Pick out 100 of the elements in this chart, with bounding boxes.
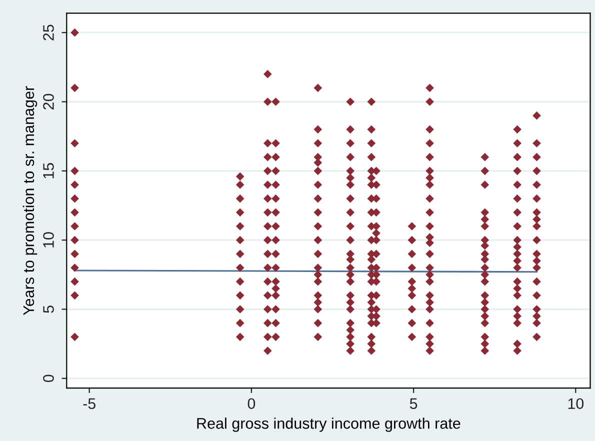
point — [513, 256, 522, 265]
point — [513, 291, 522, 300]
point — [346, 222, 354, 230]
point — [480, 312, 490, 320]
point — [532, 215, 541, 224]
point — [532, 111, 541, 120]
point — [532, 332, 541, 342]
point — [426, 346, 434, 355]
point — [314, 236, 322, 244]
point — [408, 284, 416, 293]
point — [532, 250, 541, 258]
point — [408, 222, 416, 230]
point — [426, 332, 434, 342]
point — [314, 298, 322, 306]
point — [272, 332, 280, 342]
point — [480, 277, 490, 286]
point — [532, 139, 541, 148]
x-tick-label: -5 — [83, 398, 96, 410]
point — [346, 139, 354, 148]
point — [513, 125, 522, 134]
point — [272, 194, 280, 203]
point — [70, 84, 79, 92]
point — [426, 208, 434, 217]
y-tick-label: 15 — [43, 163, 54, 178]
point — [236, 236, 244, 244]
point — [367, 346, 376, 355]
point — [480, 264, 490, 272]
point — [263, 332, 272, 342]
point — [480, 318, 490, 328]
point — [532, 180, 541, 189]
point — [70, 291, 79, 300]
point — [426, 305, 434, 314]
point — [263, 222, 272, 230]
point — [532, 264, 541, 272]
point — [70, 236, 79, 244]
x-axis-title: Real gross industry income growth rate — [197, 418, 460, 432]
point — [513, 180, 522, 189]
point — [346, 174, 354, 182]
point — [426, 340, 434, 348]
point — [408, 291, 416, 300]
point — [480, 291, 490, 300]
point — [426, 139, 434, 148]
point — [532, 152, 541, 162]
point — [426, 250, 434, 258]
point — [346, 180, 354, 189]
point — [70, 139, 79, 148]
point — [314, 318, 322, 328]
point — [272, 305, 280, 314]
point — [408, 250, 416, 258]
point — [480, 215, 490, 224]
point — [532, 318, 541, 328]
point — [263, 194, 272, 203]
point — [532, 236, 541, 244]
point — [480, 152, 490, 162]
point — [346, 346, 354, 355]
point — [272, 264, 280, 272]
point — [236, 194, 244, 203]
point — [346, 208, 354, 217]
point — [426, 277, 434, 286]
point — [426, 270, 434, 279]
point — [272, 236, 280, 244]
point — [263, 250, 272, 258]
point — [272, 208, 280, 217]
point — [263, 98, 272, 106]
point — [272, 139, 280, 148]
point — [426, 291, 434, 300]
y-tick-label: 0 — [43, 374, 54, 382]
point — [367, 340, 376, 348]
point — [346, 318, 354, 328]
point — [236, 277, 244, 286]
point — [263, 208, 272, 217]
point — [532, 208, 541, 217]
point — [272, 250, 280, 258]
point — [513, 208, 522, 217]
point — [314, 139, 322, 148]
point — [408, 236, 416, 244]
point — [426, 222, 434, 230]
point — [513, 277, 522, 286]
point — [314, 305, 322, 314]
point — [480, 332, 490, 342]
point — [367, 98, 376, 106]
point — [314, 250, 322, 258]
point — [532, 305, 541, 314]
point — [314, 180, 322, 189]
point — [263, 318, 272, 328]
point — [263, 277, 272, 286]
point — [314, 194, 322, 203]
point — [367, 298, 376, 306]
point — [263, 291, 272, 300]
point — [272, 152, 280, 162]
point — [367, 139, 376, 148]
point — [408, 305, 416, 314]
point — [426, 194, 434, 203]
point — [513, 194, 522, 203]
point — [426, 152, 434, 162]
point — [272, 222, 280, 230]
point — [70, 194, 79, 203]
point — [263, 152, 272, 162]
point — [426, 84, 434, 92]
point — [346, 125, 354, 134]
